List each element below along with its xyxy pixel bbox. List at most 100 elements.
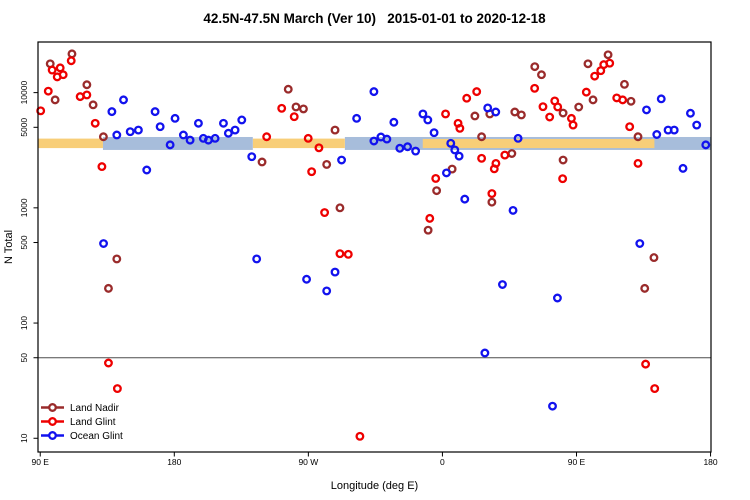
y-tick-label: 10000: [19, 81, 29, 105]
data-point-land-glint: [314, 143, 324, 153]
x-tick-label: 90 E: [31, 457, 49, 467]
data-point-ocean-glint: [513, 133, 523, 143]
data-point-land-nadir: [640, 283, 650, 293]
data-point-land-nadir: [583, 59, 593, 69]
data-point-land-nadir: [603, 50, 613, 60]
y-tick-label: 50: [19, 353, 29, 363]
data-point-land-nadir: [588, 95, 598, 105]
data-point-ocean-glint: [155, 122, 165, 132]
data-point-land-glint: [650, 384, 660, 394]
data-point-land-glint: [52, 72, 62, 82]
data-point-land-nadir: [283, 84, 293, 94]
data-point-land-nadir: [298, 104, 308, 114]
data-point-land-glint: [303, 133, 313, 143]
data-point-land-glint: [489, 164, 499, 174]
data-point-land-glint: [335, 249, 345, 259]
data-point-land-glint: [47, 65, 57, 75]
data-point-land-glint: [289, 112, 299, 122]
data-point-land-glint: [545, 112, 555, 122]
data-point-ocean-glint: [498, 280, 507, 289]
data-point-land-glint: [568, 120, 578, 130]
data-point-ocean-glint: [450, 145, 460, 155]
data-point-land-nadir: [330, 125, 340, 135]
data-point-land-nadir: [626, 96, 636, 106]
data-point-land-nadir: [558, 108, 568, 118]
x-axis-title: Longitude (deg E): [331, 480, 418, 492]
data-point-ocean-glint: [389, 117, 399, 127]
data-point-ocean-glint: [480, 348, 490, 358]
data-point-ocean-glint: [369, 87, 379, 97]
data-point-land-nadir: [88, 100, 98, 110]
data-point-ocean-glint: [219, 118, 228, 128]
data-point-ocean-glint: [99, 239, 108, 248]
data-point-ocean-glint: [165, 140, 175, 150]
data-point-ocean-glint: [418, 109, 428, 119]
data-point-land-nadir: [477, 132, 487, 142]
data-point-ocean-glint: [107, 107, 117, 117]
data-point-ocean-glint: [491, 107, 501, 117]
data-point-ocean-glint: [230, 125, 240, 135]
data-point-land-glint: [625, 122, 635, 132]
data-point-land-glint: [472, 87, 482, 97]
y-tick-label: 5000: [19, 118, 29, 137]
data-point-ocean-glint: [446, 138, 456, 148]
x-tick-label: 0: [440, 457, 445, 467]
data-point-land-nadir: [432, 186, 442, 196]
data-point-land-glint: [455, 123, 465, 133]
data-point-land-nadir: [537, 70, 546, 80]
data-point-ocean-glint: [483, 103, 493, 113]
data-point-ocean-glint: [322, 286, 332, 296]
x-tick-label: 90 E: [568, 457, 586, 467]
data-point-land-glint: [320, 208, 330, 218]
legend-marker-circle: [48, 417, 57, 426]
legend-label: Ocean Glint: [70, 431, 123, 442]
data-point-ocean-glint: [210, 133, 220, 143]
data-point-ocean-glint: [193, 118, 203, 128]
data-point-ocean-glint: [119, 95, 128, 105]
data-point-ocean-glint: [112, 130, 122, 140]
data-point-land-glint: [581, 87, 591, 97]
data-point-land-nadir: [633, 132, 643, 142]
y-tick-label: 1000: [19, 198, 29, 217]
data-point-land-nadir: [291, 102, 301, 112]
data-point-land-glint: [343, 249, 353, 259]
data-point-ocean-glint: [252, 254, 262, 264]
y-axis-title: N Total: [3, 230, 15, 264]
data-point-land-nadir: [423, 225, 433, 235]
data-point-ocean-glint: [142, 165, 152, 175]
data-point-land-glint: [605, 58, 615, 68]
data-point-ocean-glint: [701, 140, 711, 150]
data-point-ocean-glint: [237, 115, 247, 125]
data-point-ocean-glint: [247, 152, 257, 162]
data-point-land-glint: [90, 118, 100, 128]
data-point-ocean-glint: [178, 130, 188, 140]
data-point-land-nadir: [558, 155, 568, 165]
data-point-ocean-glint: [170, 113, 180, 123]
data-point-ocean-glint: [395, 143, 405, 153]
target-band: [38, 138, 103, 149]
data-point-land-nadir: [112, 254, 122, 264]
data-point-ocean-glint: [635, 239, 645, 248]
data-point-ocean-glint: [552, 293, 562, 303]
data-point-land-glint: [530, 83, 540, 93]
data-point-land-glint: [500, 150, 510, 160]
legend-marker-circle: [48, 431, 57, 440]
data-point-land-glint: [487, 189, 497, 199]
data-point-land-glint: [590, 71, 600, 81]
data-point-land-glint: [104, 358, 113, 368]
data-point-ocean-glint: [423, 115, 433, 125]
data-point-land-nadir: [530, 62, 540, 72]
data-point-ocean-glint: [302, 274, 312, 284]
y-tick-label: 500: [19, 235, 29, 249]
data-point-land-glint: [66, 56, 76, 66]
data-point-ocean-glint: [685, 108, 695, 118]
data-point-land-glint: [477, 153, 487, 163]
data-point-land-glint: [553, 102, 563, 112]
data-point-land-glint: [425, 213, 435, 223]
data-point-ocean-glint: [330, 267, 340, 277]
data-point-ocean-glint: [337, 155, 347, 165]
data-point-land-glint: [55, 63, 65, 73]
data-point-ocean-glint: [692, 120, 702, 130]
data-point-ocean-glint: [369, 136, 379, 146]
